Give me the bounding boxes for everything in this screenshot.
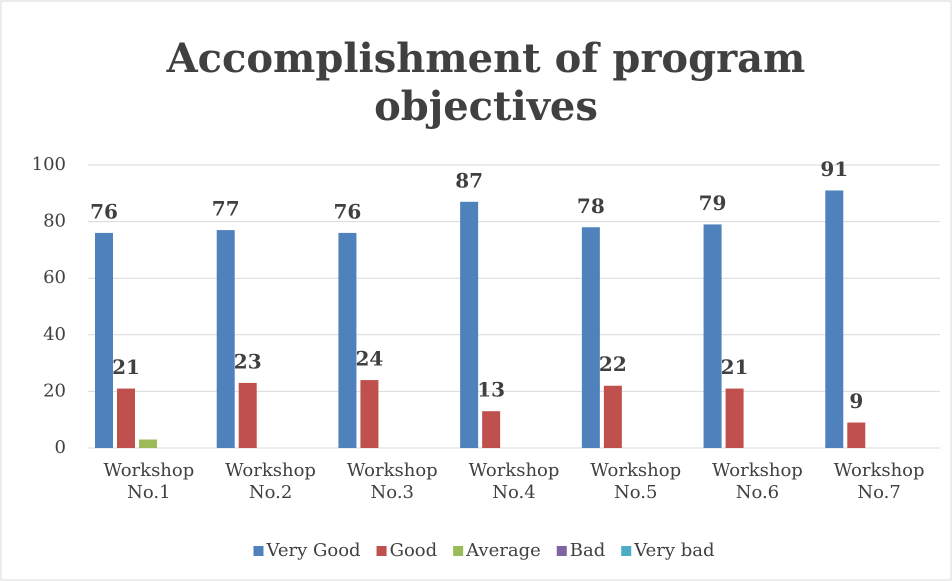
chart-title: objectives	[374, 83, 598, 130]
data-label: 21	[721, 355, 749, 379]
x-tick-label-box: Workshop No.7	[833, 460, 925, 503]
legend-label: Very Good	[265, 540, 360, 561]
x-tick-label-box: Workshop No.5	[590, 460, 682, 503]
bar	[825, 190, 844, 448]
data-label: 24	[356, 347, 384, 371]
x-tick-label-box: Workshop No.6	[712, 460, 803, 503]
x-tick-label-box: Workshop No.3	[346, 460, 438, 503]
legend-swatch	[621, 546, 632, 556]
data-label: 87	[455, 168, 483, 192]
bar	[581, 227, 600, 448]
bar	[360, 380, 379, 448]
legend-swatch	[376, 546, 387, 556]
data-label: 78	[577, 194, 605, 218]
bar	[117, 388, 135, 448]
y-tick-label: 60	[43, 267, 66, 288]
bar	[460, 201, 479, 448]
bar	[703, 224, 722, 448]
x-tick-label-box: Workshop No.4	[468, 460, 560, 503]
x-tick-label: Workshop No.2	[225, 460, 316, 503]
y-tick-label: 40	[43, 324, 66, 345]
x-tick-label-box: Workshop No.2	[225, 460, 316, 503]
legend-swatch	[556, 546, 567, 556]
data-label: 9	[849, 389, 863, 413]
x-tick-label: Workshop No.1	[103, 460, 195, 503]
bar	[238, 382, 257, 448]
x-tick-label-box: Workshop No.1	[103, 460, 195, 503]
legend-label: Average	[465, 540, 541, 561]
bar	[95, 232, 113, 448]
legend-label: Very bad	[633, 540, 714, 561]
bar	[847, 422, 866, 448]
legend-label: Good	[390, 540, 438, 561]
x-tick-label: Workshop No.4	[468, 460, 560, 503]
x-tick-label: Workshop No.3	[346, 460, 438, 503]
chart-title: Accomplishment of program	[166, 35, 806, 82]
y-tick-label: 20	[43, 380, 66, 401]
bar	[725, 388, 744, 448]
x-tick-label: Workshop No.7	[833, 460, 925, 503]
bar	[603, 385, 622, 448]
data-label: 22	[599, 352, 627, 376]
legend-label: Bad	[570, 540, 605, 561]
data-label: 77	[212, 197, 240, 221]
x-tick-label: Workshop No.6	[712, 460, 803, 503]
bar	[139, 439, 157, 448]
data-label: 13	[477, 378, 505, 402]
bar	[482, 411, 501, 448]
data-label: 91	[820, 157, 848, 181]
legend: Very Good Good Average Bad Very bad	[253, 540, 715, 561]
legend-swatch	[253, 546, 264, 556]
data-label: 23	[234, 349, 262, 373]
data-label: 21	[112, 355, 140, 379]
x-tick-label: Workshop No.5	[590, 460, 682, 503]
legend-swatch	[453, 546, 464, 556]
bar	[338, 232, 357, 448]
y-tick-label: 80	[43, 211, 66, 232]
data-label: 76	[90, 199, 118, 223]
bar	[216, 230, 235, 448]
y-tick-label: 0	[55, 437, 66, 458]
y-tick-label: 100	[32, 154, 66, 175]
data-label: 76	[334, 199, 362, 223]
data-label: 79	[699, 191, 727, 215]
